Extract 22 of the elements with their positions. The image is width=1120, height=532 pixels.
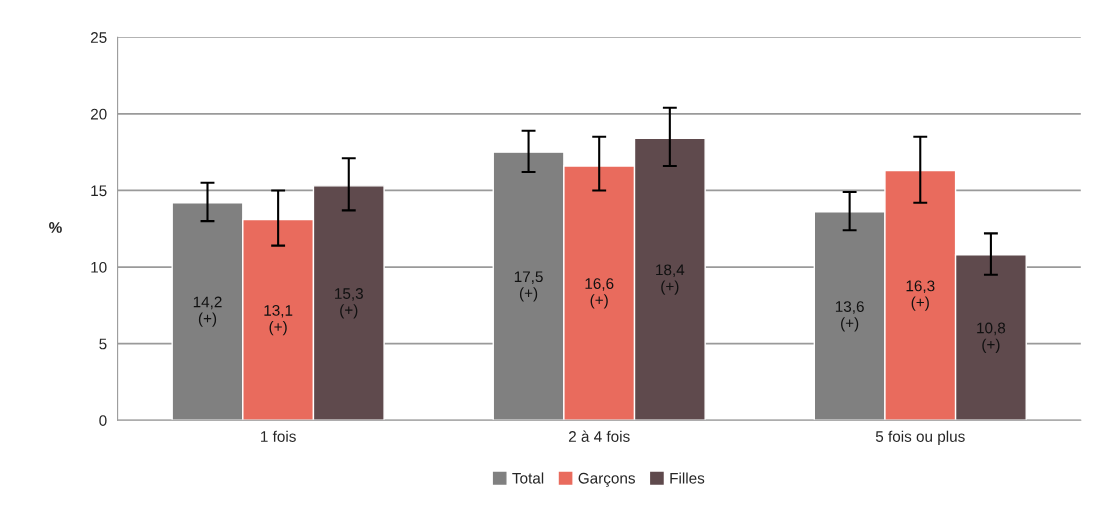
data-label: 17,5 (+) [514, 271, 543, 302]
data-label: 16,6 (+) [585, 278, 614, 309]
y-tick-label: 20 [90, 108, 107, 120]
y-axis-title: % [49, 222, 62, 233]
y-tick-label: 5 [99, 338, 107, 350]
legend-label: Filles [670, 472, 705, 484]
data-label: 16,3 (+) [906, 280, 935, 311]
x-tick-label: 2 à 4 fois [568, 430, 630, 442]
x-tick-label: 5 fois ou plus [875, 430, 965, 445]
y-tick-label: 10 [91, 261, 107, 273]
x-tick-label: 1 fois [261, 430, 296, 442]
data-label: 10,8 (+) [977, 322, 1006, 353]
y-tick-label: 0 [99, 415, 107, 426]
data-label: 18,4 (+) [656, 264, 685, 295]
y-tick-label: 25 [90, 32, 107, 43]
data-label: 13,6 (+) [835, 301, 864, 332]
y-tick-label: 15 [91, 185, 107, 197]
legend-label: Garçons [578, 472, 635, 487]
data-label: 13,1 (+) [264, 304, 293, 336]
data-label: 14,2 (+) [193, 296, 222, 327]
legend-label: Total [512, 472, 544, 484]
data-label: 15,3 (+) [335, 288, 363, 319]
